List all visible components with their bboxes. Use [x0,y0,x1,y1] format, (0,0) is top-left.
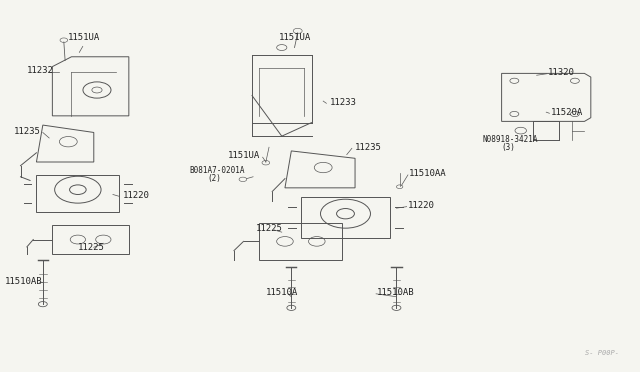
Text: 11320: 11320 [548,68,575,77]
Text: 11510AA: 11510AA [409,169,447,178]
Text: 11520A: 11520A [550,108,583,117]
Text: N08918-3421A: N08918-3421A [483,135,538,144]
Text: 11510AB: 11510AB [4,277,42,286]
Text: 11235: 11235 [14,127,41,136]
Text: 1151UA: 1151UA [68,33,100,42]
Text: 11510AB: 11510AB [378,288,415,297]
Text: 11220: 11220 [122,191,149,200]
Text: (3): (3) [502,143,515,152]
Text: 11220: 11220 [408,201,435,210]
Text: (2): (2) [207,174,221,183]
Text: 11225: 11225 [78,243,105,251]
Text: 1151UA: 1151UA [278,33,310,42]
Text: 11235: 11235 [355,143,382,152]
Text: 1151UA: 1151UA [228,151,260,160]
Text: S- P00P-: S- P00P- [586,350,620,356]
Text: 11510A: 11510A [266,288,298,297]
Text: 11232: 11232 [27,66,54,75]
Text: 11225: 11225 [256,224,283,233]
Text: B081A7-0201A: B081A7-0201A [189,166,245,175]
Text: 11233: 11233 [330,98,356,107]
